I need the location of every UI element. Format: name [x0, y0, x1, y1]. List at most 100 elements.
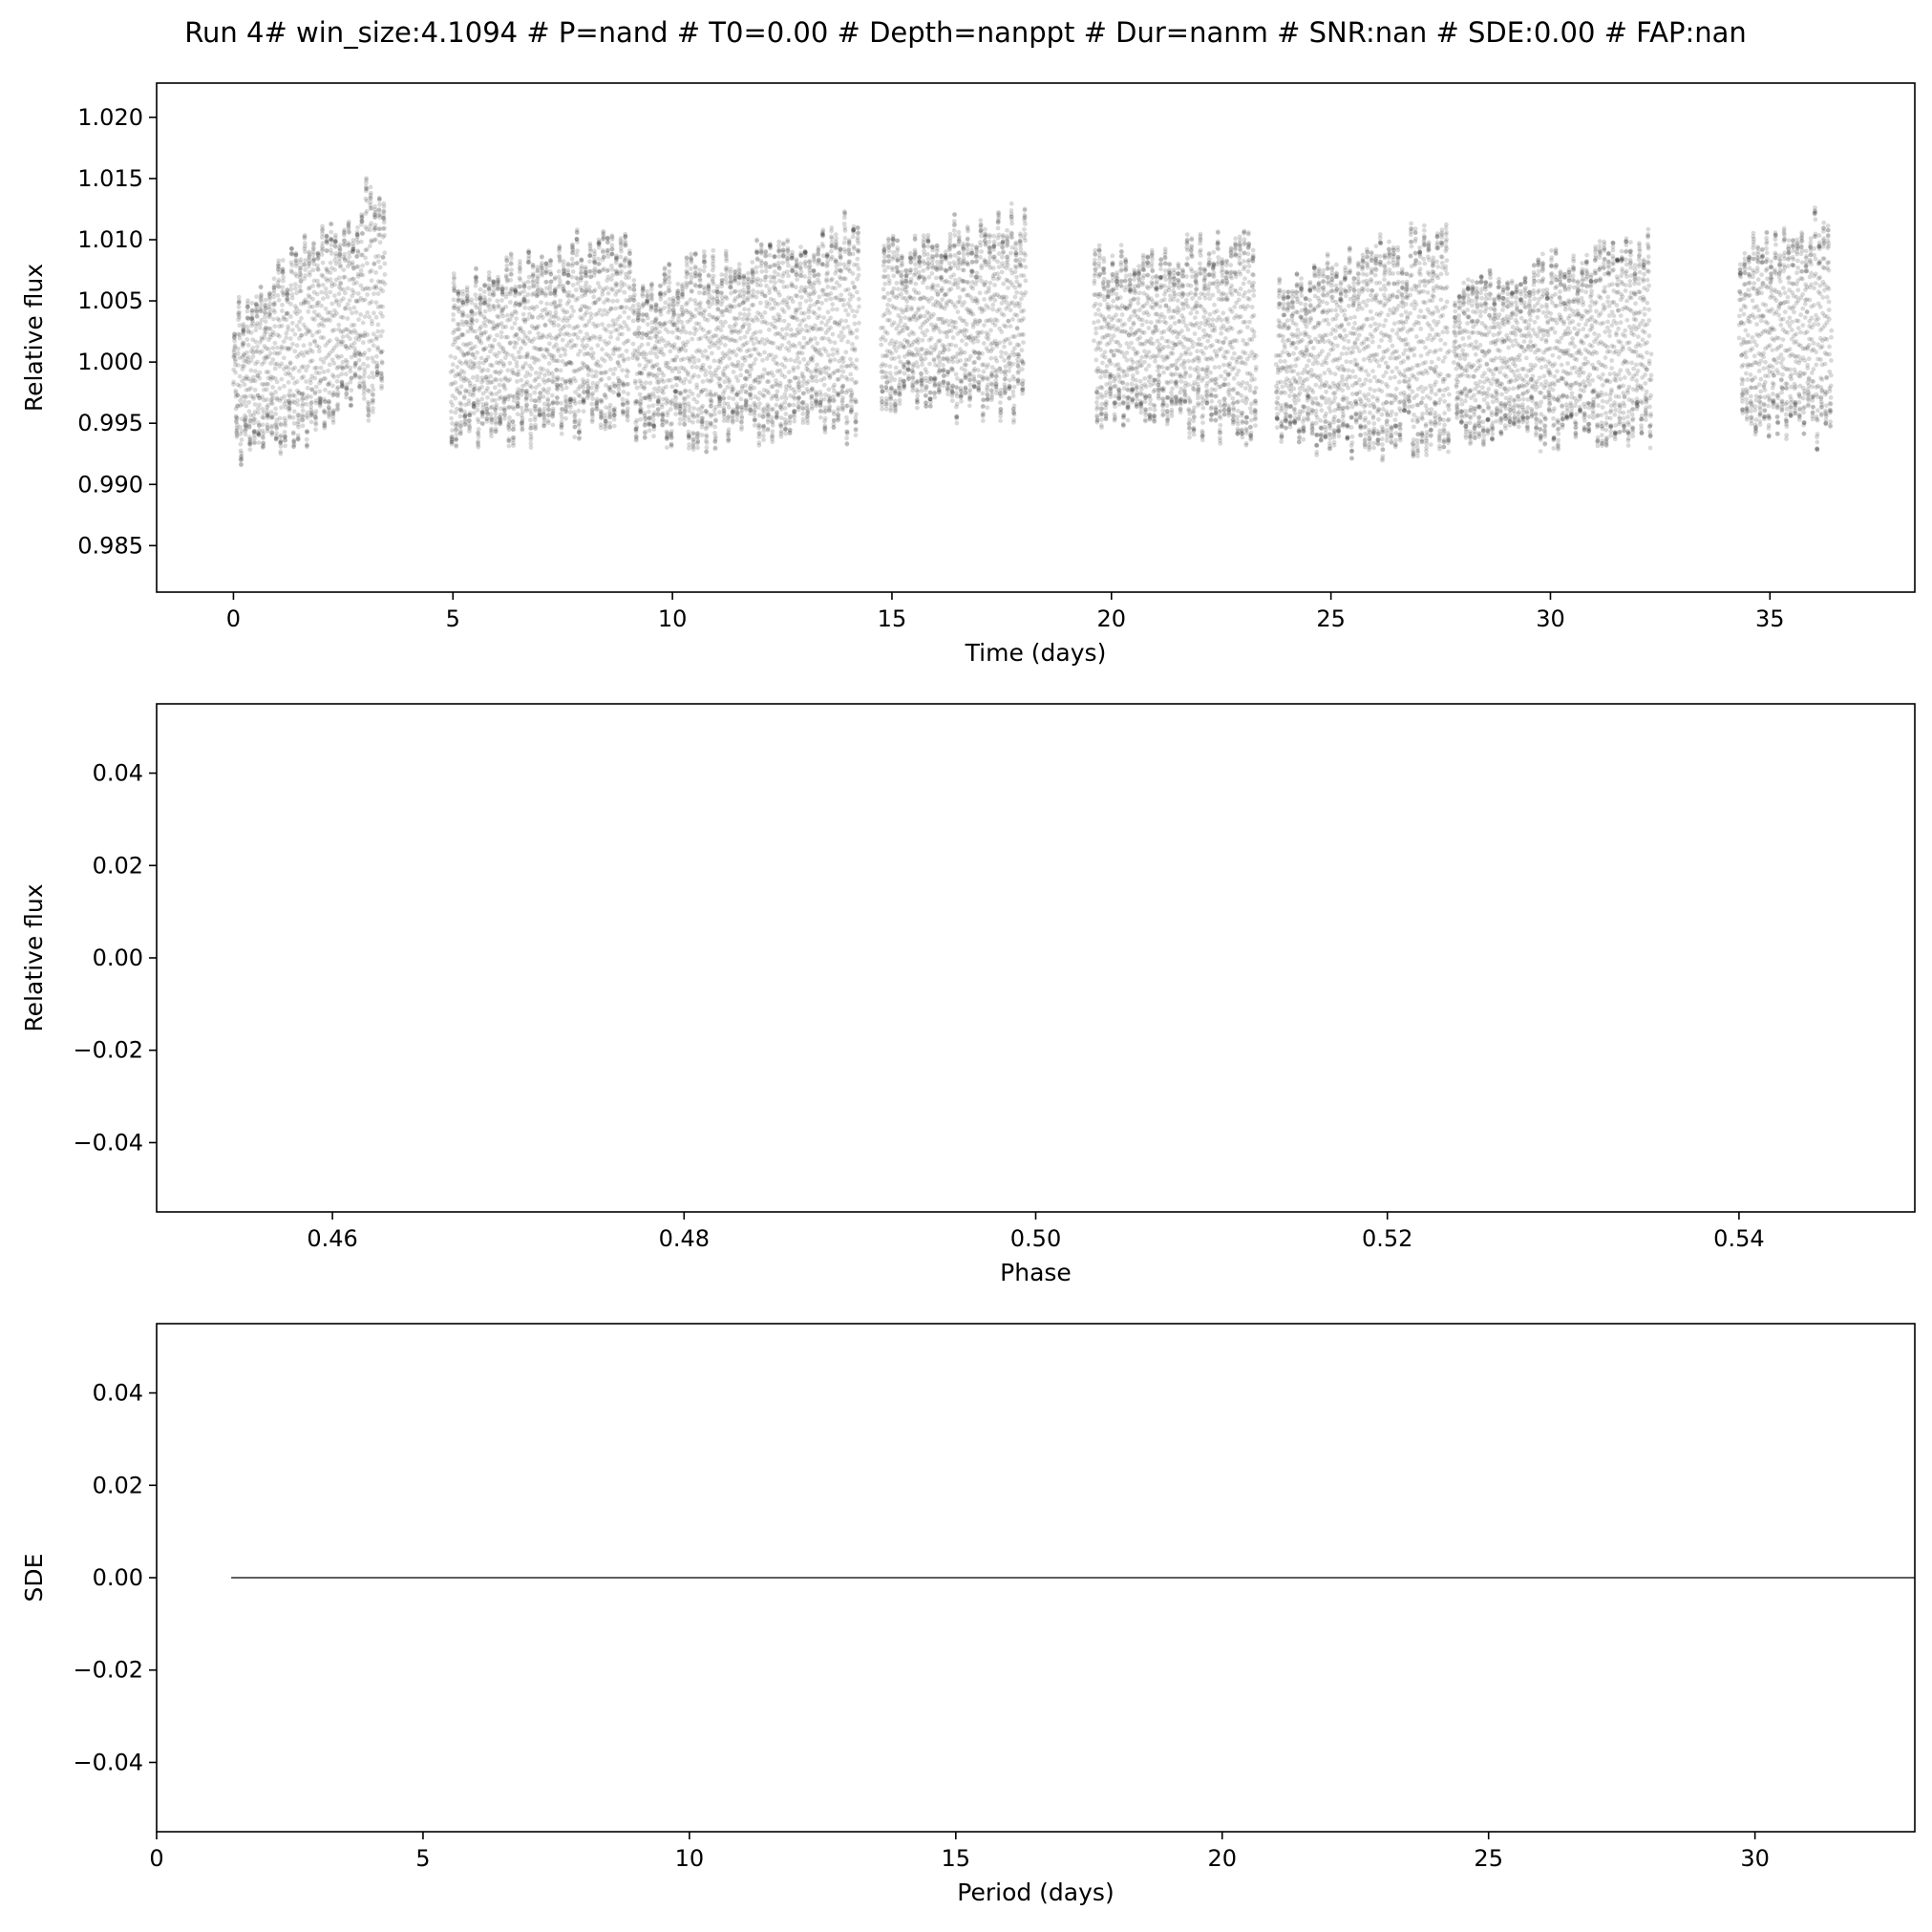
- flux-point: [270, 396, 275, 401]
- flux-point: [816, 244, 821, 250]
- flux-point: [761, 428, 767, 434]
- flux-point: [826, 366, 831, 372]
- flux-point: [463, 359, 469, 364]
- flux-point: [679, 305, 685, 309]
- flux-point: [319, 303, 324, 308]
- flux-point: [529, 412, 534, 416]
- flux-point: [693, 265, 698, 271]
- flux-point: [511, 435, 517, 440]
- flux-point: [654, 326, 659, 330]
- flux-point: [578, 349, 583, 353]
- flux-point: [298, 265, 303, 271]
- flux-point: [782, 400, 788, 405]
- flux-point: [351, 322, 357, 328]
- flux-point: [342, 274, 348, 280]
- flux-point: [286, 371, 291, 375]
- flux-point: [302, 233, 308, 238]
- flux-point: [727, 355, 732, 361]
- flux-point: [733, 338, 739, 344]
- flux-point: [760, 357, 765, 363]
- flux-point: [257, 375, 263, 381]
- flux-point: [722, 410, 727, 415]
- flux-point: [518, 259, 522, 265]
- flux-point: [318, 378, 324, 384]
- flux-point: [323, 398, 328, 404]
- flux-point: [365, 355, 371, 361]
- flux-point: [484, 401, 489, 406]
- flux-point: [600, 322, 605, 327]
- flux-point: [246, 399, 252, 405]
- flux-point: [324, 247, 329, 253]
- flux-point: [664, 384, 669, 390]
- flux-point: [801, 335, 807, 341]
- flux-point: [567, 410, 573, 414]
- flux-point: [711, 273, 716, 279]
- flux-point: [300, 413, 306, 418]
- flux-point: [282, 430, 287, 435]
- flux-point: [279, 346, 285, 351]
- flux-point: [242, 358, 247, 364]
- flux-point: [241, 322, 246, 327]
- flux-point: [790, 255, 795, 261]
- flux-point: [297, 284, 303, 289]
- flux-point: [796, 360, 802, 365]
- flux-point: [348, 336, 352, 342]
- flux-point: [251, 430, 257, 435]
- flux-point: [761, 393, 767, 398]
- flux-point: [285, 299, 290, 305]
- flux-point: [615, 298, 620, 304]
- flux-point: [265, 370, 271, 374]
- flux-point: [235, 350, 241, 356]
- flux-point: [612, 367, 618, 372]
- flux-point: [292, 331, 298, 337]
- flux-point: [366, 418, 372, 423]
- flux-point: [634, 385, 640, 391]
- flux-point: [797, 306, 803, 310]
- flux-point: [349, 354, 354, 360]
- flux-point: [284, 372, 288, 377]
- flux-point: [315, 251, 321, 256]
- flux-point: [762, 367, 767, 372]
- flux-point: [478, 287, 483, 292]
- flux-point: [684, 263, 690, 268]
- flux-point: [239, 451, 244, 456]
- flux-point: [587, 259, 592, 265]
- flux-point: [843, 318, 849, 324]
- flux-point: [322, 423, 327, 429]
- flux-segment: [231, 176, 388, 467]
- flux-point: [303, 273, 308, 278]
- flux-point: [334, 378, 340, 384]
- flux-point: [805, 379, 811, 384]
- flux-point: [345, 346, 350, 351]
- flux-point: [313, 420, 318, 426]
- flux-point: [511, 443, 516, 448]
- flux-point: [271, 286, 277, 290]
- flux-point: [625, 417, 630, 423]
- flux-point: [277, 386, 283, 391]
- flux-point: [787, 402, 792, 408]
- flux-point: [299, 350, 305, 355]
- flux-point: [286, 365, 291, 371]
- flux-point: [503, 304, 509, 309]
- flux-point: [247, 418, 253, 423]
- flux-point: [322, 409, 327, 414]
- flux-point: [350, 310, 354, 316]
- flux-point: [265, 428, 270, 434]
- flux-point: [318, 356, 324, 362]
- flux-point: [231, 354, 237, 360]
- flux-point: [261, 410, 266, 415]
- flux-point: [636, 325, 642, 330]
- flux-point: [233, 356, 238, 362]
- flux-point: [651, 423, 657, 429]
- flux-point: [527, 329, 532, 335]
- flux-point: [283, 398, 288, 404]
- flux-point: [475, 377, 480, 383]
- flux-point: [327, 380, 332, 386]
- flux-point: [756, 432, 762, 437]
- flux-point: [355, 232, 360, 238]
- flux-point: [533, 422, 539, 428]
- flux-point: [749, 367, 754, 372]
- flux-point: [502, 386, 508, 392]
- flux-point: [626, 327, 631, 332]
- flux-point: [605, 239, 610, 244]
